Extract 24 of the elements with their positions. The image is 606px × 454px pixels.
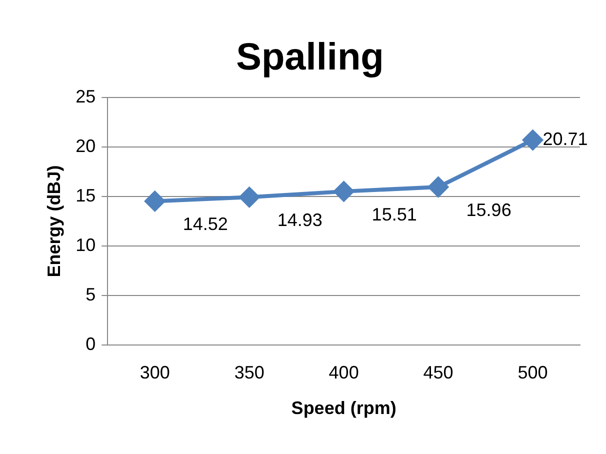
- x-tick-label: 400: [328, 362, 359, 383]
- x-tick-label: 300: [140, 362, 170, 383]
- point: [428, 176, 448, 197]
- y-tick-label: 25: [76, 86, 96, 107]
- x-tick-label: 450: [423, 362, 454, 383]
- data-label: 15.96: [466, 200, 512, 220]
- point: [239, 187, 260, 208]
- x-tick-label: 500: [518, 362, 548, 383]
- y-axis-title: Energy (dBJ): [44, 165, 64, 278]
- data-label: 14.52: [182, 214, 228, 234]
- y-tick-label: 20: [76, 136, 96, 156]
- point: [144, 191, 165, 212]
- point: [334, 181, 354, 202]
- data-label: 20.71: [542, 128, 588, 149]
- y-tick-label: 10: [76, 234, 96, 255]
- y-tick-label: 0: [86, 334, 96, 354]
- x-tick-label: 350: [234, 362, 264, 383]
- x-axis-title: Speed (rpm): [291, 398, 396, 418]
- data-label: 14.93: [277, 210, 322, 230]
- chart-title: Spalling: [236, 36, 384, 78]
- y-tick-label: 5: [86, 284, 96, 304]
- data-label: 15.51: [372, 204, 417, 224]
- y-tick-label: 15: [76, 185, 96, 206]
- point: [522, 130, 543, 150]
